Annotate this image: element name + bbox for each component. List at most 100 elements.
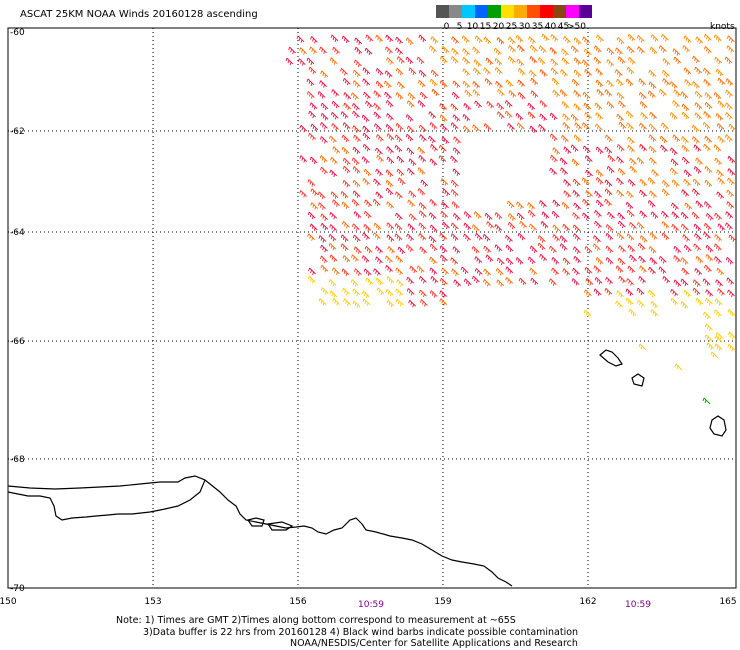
wind-barb (594, 190, 602, 199)
wind-barb (552, 147, 561, 155)
wind-barb (563, 146, 572, 154)
wind-barb (493, 47, 502, 56)
wind-barb (395, 255, 404, 263)
wind-barb (494, 244, 503, 252)
wind-barb (705, 289, 714, 297)
wind-barb (483, 268, 492, 277)
wind-barb (627, 145, 635, 153)
wind-barb (417, 146, 426, 155)
wind-barb (320, 255, 328, 264)
wind-barb (418, 124, 427, 133)
wind-barb (637, 242, 646, 251)
wind-barb (626, 209, 635, 218)
wind-barb (693, 166, 702, 174)
wind-barb (594, 220, 602, 229)
wind-barb (420, 179, 429, 188)
wind-barb (308, 66, 317, 75)
wind-barb (309, 223, 318, 232)
wind-barb (629, 254, 637, 263)
wind-barb (343, 92, 352, 100)
wind-barb (582, 36, 590, 44)
wind-barb (616, 177, 624, 186)
wind-barb (408, 67, 417, 75)
wind-barb (659, 135, 668, 144)
wind-barb (627, 136, 635, 145)
wind-barb (442, 188, 451, 197)
wind-barb (691, 81, 700, 89)
wind-barb (560, 167, 568, 175)
wind-barb (528, 70, 537, 78)
note-line-1: Note: 1) Times are GMT 2)Times along bot… (116, 615, 516, 626)
plot-frame (7, 27, 737, 589)
wind-barb (406, 100, 415, 108)
legend-label: 20 (493, 22, 505, 32)
wind-barb (628, 308, 637, 317)
wind-barb (670, 288, 679, 297)
wind-barb (614, 69, 623, 77)
wind-barb (662, 78, 670, 86)
wind-barb (716, 267, 725, 276)
wind-barb (463, 278, 472, 286)
wind-barb (409, 213, 417, 221)
wind-barb (375, 34, 384, 43)
wind-barb (694, 268, 703, 276)
wind-barb (596, 89, 605, 97)
wind-barb (571, 78, 580, 87)
wind-barb (593, 56, 602, 65)
wind-barb (629, 157, 637, 166)
wind-barb (658, 88, 667, 97)
wind-barb (439, 114, 448, 122)
wind-barb (661, 122, 669, 131)
wind-barb (351, 157, 360, 165)
wind-barb (486, 100, 495, 109)
wind-barb (496, 37, 505, 45)
wind-barb (673, 279, 682, 287)
wind-barb (395, 288, 404, 297)
wind-barb (680, 278, 689, 287)
wind-barb (616, 232, 625, 241)
wind-barb (552, 234, 561, 242)
wind-barb (362, 143, 371, 152)
wind-barb (618, 245, 627, 253)
wind-barb (450, 155, 458, 164)
wind-barb (319, 136, 328, 144)
wind-barb (418, 233, 427, 241)
wind-barb (563, 179, 571, 187)
wind-barb (626, 233, 635, 241)
wind-barb (288, 46, 296, 55)
wind-barb (308, 267, 316, 276)
wind-barb (559, 89, 568, 97)
wind-barb (385, 34, 394, 43)
wind-barb (562, 268, 571, 276)
wind-barb (463, 102, 472, 111)
wind-barb (496, 279, 505, 287)
wind-barb (494, 58, 503, 66)
wind-barb (417, 80, 426, 88)
wind-barb (715, 332, 724, 340)
wind-barb (518, 277, 527, 286)
wind-barb (361, 255, 370, 263)
wind-barb (549, 245, 557, 254)
wind-barb (681, 111, 690, 120)
wind-barb (320, 70, 329, 78)
wind-barb (450, 257, 459, 265)
legend-swatch (436, 5, 449, 18)
wind-barb (551, 257, 560, 265)
wind-barb (704, 33, 712, 42)
wind-barb (318, 235, 327, 243)
wind-barb (585, 169, 593, 178)
wind-barb (373, 111, 382, 120)
wind-barb (362, 298, 371, 306)
wind-barb (530, 77, 539, 86)
wind-barb (649, 111, 657, 120)
wind-barb (649, 190, 657, 199)
legend-label: >50 (567, 22, 586, 32)
wind-barb (607, 211, 615, 220)
wind-barb (527, 209, 536, 218)
coastline (7, 475, 513, 587)
wind-barb (341, 268, 350, 276)
wind-barb (341, 201, 350, 210)
wind-barb (419, 275, 427, 284)
wind-barb (695, 157, 703, 166)
wind-barb (285, 57, 294, 66)
